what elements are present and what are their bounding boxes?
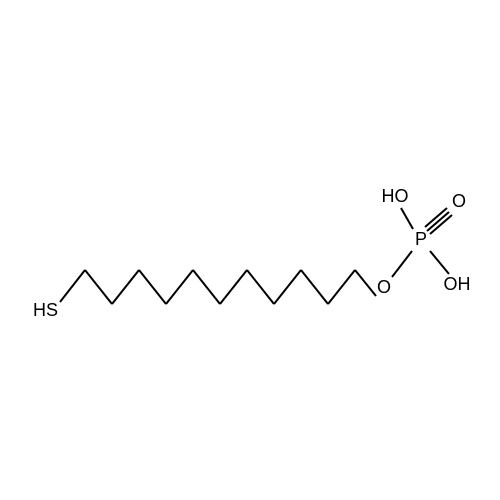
atom-label-P: P [415,229,427,249]
bond [401,208,413,229]
molecule-diagram: HS O P HO O OH [0,0,500,500]
bond [166,270,193,304]
bond [355,270,376,296]
bond [301,270,328,304]
bond [85,270,112,304]
atom-label-HS: HS [33,300,58,320]
bond [193,270,220,304]
bond [430,251,449,274]
bond [220,270,247,304]
atom-label-O1: O [377,277,391,297]
bond [328,270,355,304]
atom-label-O2: O [452,191,466,211]
bond [60,270,85,302]
atom-label-HO1: HO [382,186,409,206]
bond [274,270,301,304]
bond [247,270,274,304]
atom-label-OH2: OH [444,274,471,294]
bond [139,270,166,304]
bond [392,251,412,277]
bond [112,270,139,304]
